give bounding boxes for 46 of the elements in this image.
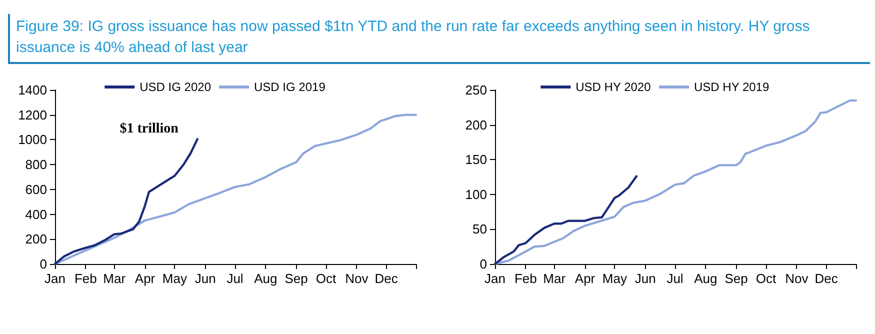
x-tick-label: Apr	[574, 271, 596, 286]
x-tick-label: Mar	[543, 271, 566, 286]
chart-title: Figure 39: IG gross issuance has now passed $1tn YTD and the run rate far exceeds anything seen in history. HY gross issuance is 40% ahead of last year	[8, 14, 870, 64]
x-tick-label: Apr	[134, 271, 156, 286]
x-tick-label: Sep	[284, 271, 308, 286]
x-tick-label: Oct	[756, 271, 776, 286]
x-tick-label: May	[602, 271, 628, 286]
x-tick-label: Aug	[254, 271, 278, 286]
x-tick-label: Jan	[484, 271, 506, 286]
x-tick-label: Mar	[103, 271, 126, 286]
y-tick-label: 200	[25, 232, 47, 247]
y-tick-label: 100	[465, 186, 487, 202]
x-tick-label: Jun	[634, 271, 656, 286]
y-tick-label: 50	[472, 222, 487, 237]
y-tick-label: 1400	[18, 82, 47, 98]
y-tick-label: 800	[25, 157, 47, 172]
x-tick-label: Dec	[374, 271, 398, 286]
x-tick-label: Jan	[44, 271, 66, 286]
x-tick-label: Feb	[74, 271, 97, 286]
x-tick-label: Dec	[814, 271, 838, 286]
y-tick-label: 200	[465, 117, 487, 132]
y-tick-label: 0	[480, 256, 487, 272]
x-tick-label: Jul	[226, 271, 244, 286]
x-tick-label: Nov	[785, 271, 809, 286]
legend-label: USD HY 2020	[576, 80, 652, 94]
line-series	[54, 138, 199, 266]
x-tick-label: Oct	[316, 271, 336, 286]
y-tick-label: 1200	[18, 107, 47, 122]
y-tick-label: 0	[40, 256, 47, 272]
annotation: $1 trillion	[120, 122, 179, 137]
legend-label: USD IG 2019	[254, 80, 326, 94]
y-tick-label: 400	[25, 206, 47, 222]
y-tick-label: 600	[25, 182, 47, 197]
x-tick-label: Jul	[666, 271, 684, 286]
legend-label: USD HY 2019	[694, 80, 770, 94]
x-tick-label: Feb	[514, 271, 537, 286]
legend-label: USD IG 2020	[140, 80, 212, 94]
x-tick-label: May	[162, 271, 188, 286]
line-series	[494, 175, 638, 266]
y-tick-label: 150	[465, 152, 487, 168]
y-tick-label: 1000	[18, 132, 47, 148]
y-tick-label: 250	[465, 82, 487, 98]
x-tick-label: Nov	[345, 271, 369, 286]
x-tick-label: Sep	[724, 271, 748, 286]
x-tick-label: Jun	[194, 271, 216, 286]
x-tick-label: Aug	[694, 271, 718, 286]
